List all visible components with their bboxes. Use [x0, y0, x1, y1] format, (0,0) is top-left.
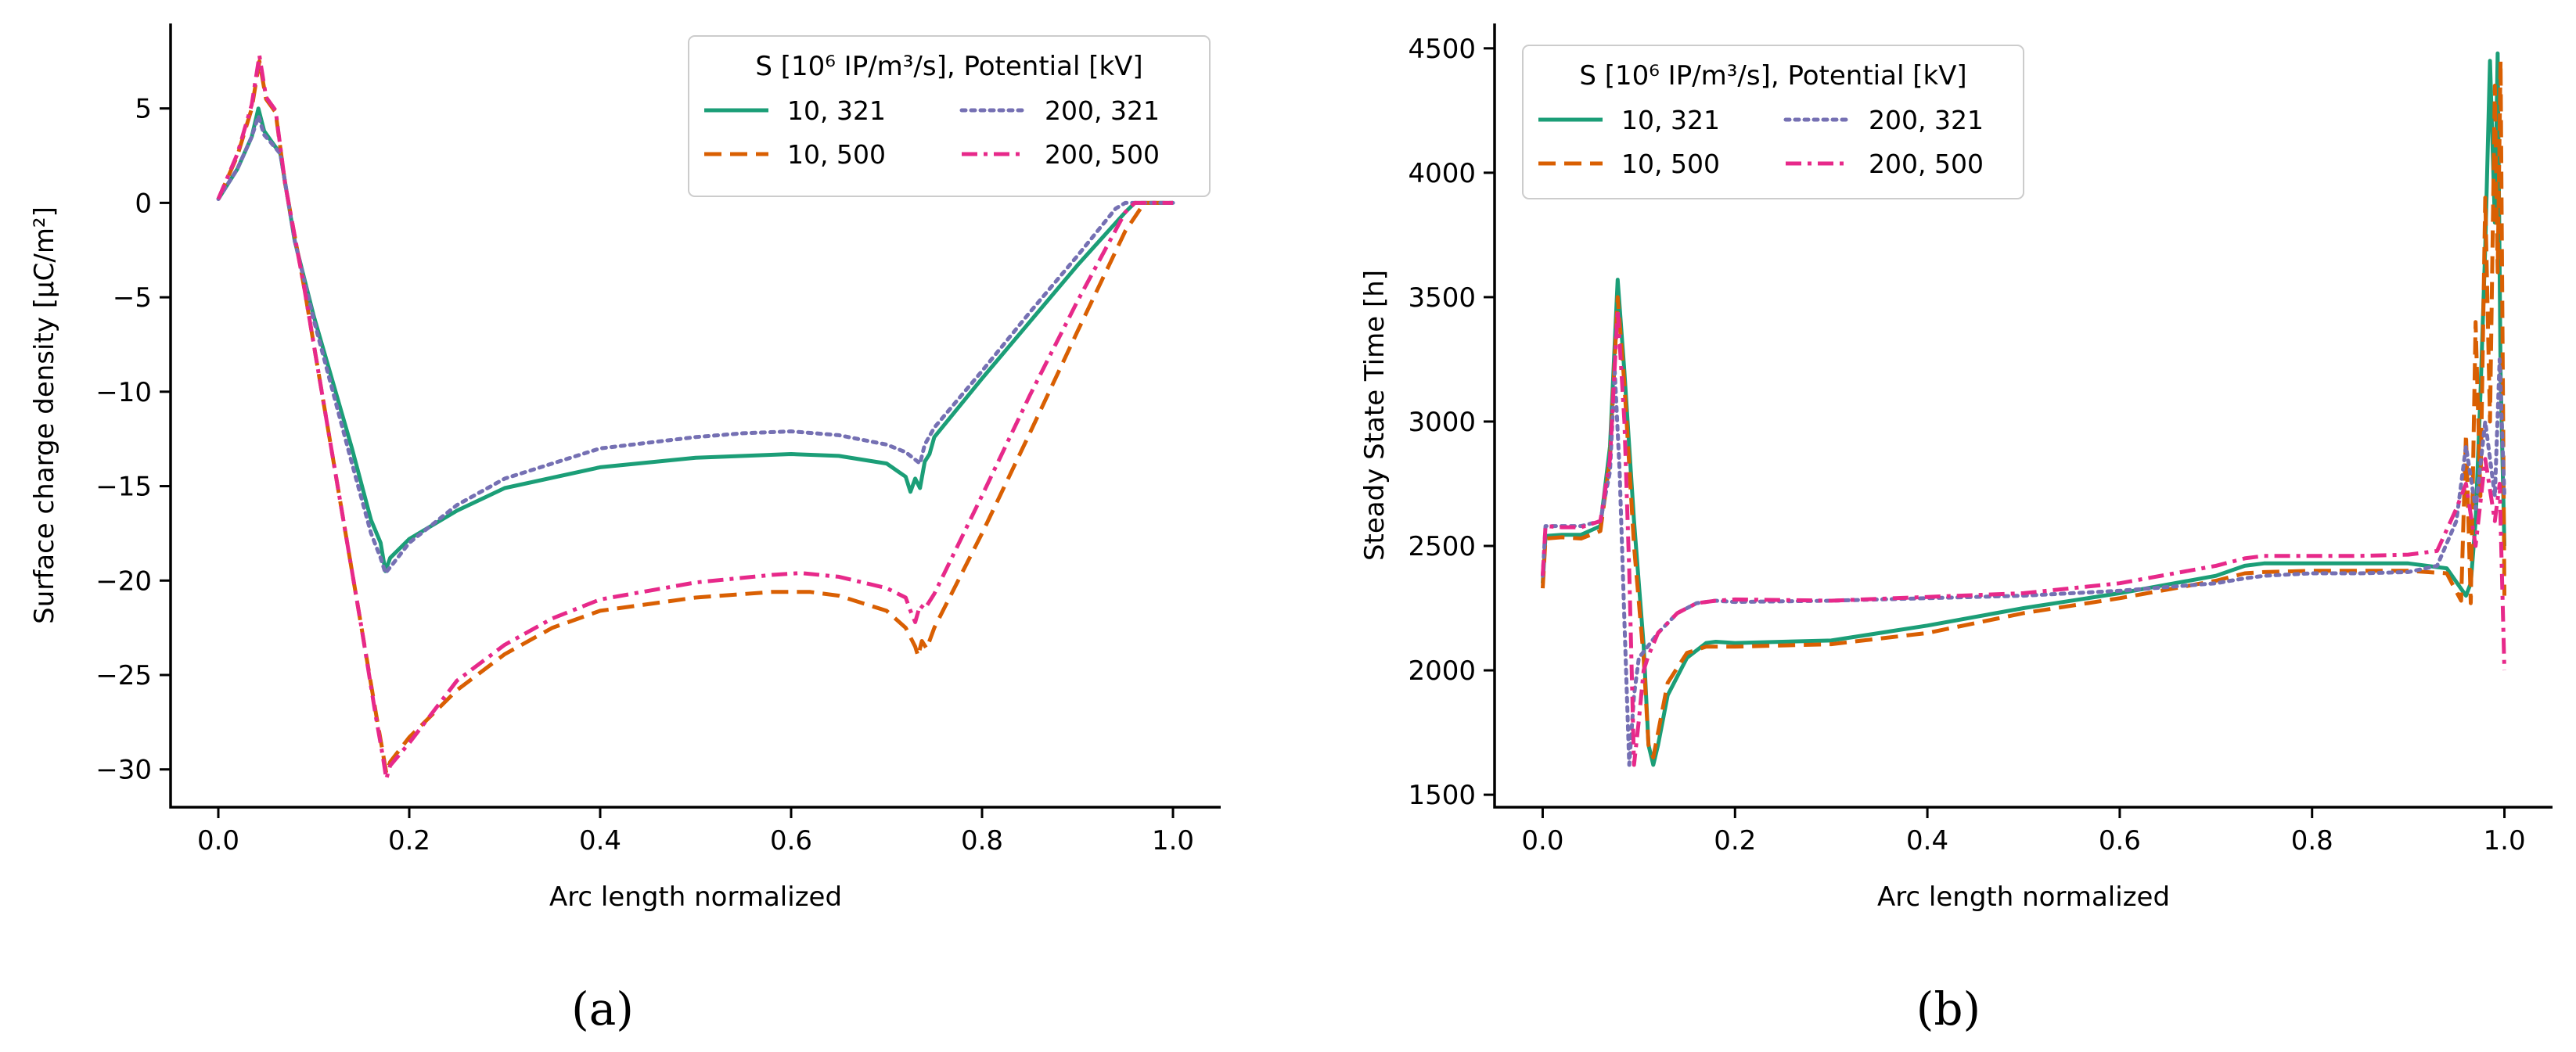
legend-box-b	[1522, 45, 2024, 199]
legend-label: 10, 500	[787, 139, 886, 170]
y-tick-label: 2500	[1408, 531, 1476, 562]
y-tick-label: 4500	[1408, 34, 1476, 65]
series-line-200-500	[1541, 307, 2506, 767]
y-tick-label: −20	[95, 565, 152, 597]
panel-label-b: (b)	[1916, 982, 1981, 1036]
x-axis-title-b: Arc length normalized	[1877, 881, 2170, 913]
x-ticks-b: 0.0 0.2 0.4 0.6 0.8 1.0	[1521, 807, 2526, 856]
x-tick-label: 1.0	[1152, 825, 1194, 856]
y-tick-label: 5	[135, 94, 152, 125]
y-tick-label: −10	[95, 377, 152, 408]
series-line-200-500	[216, 53, 1173, 781]
y-ticks-b: 4500 4000 3500 3000 2500 2000 1500	[1408, 34, 1495, 811]
legend-label: 200, 500	[1869, 149, 1984, 179]
plot-area-a	[216, 53, 1175, 781]
x-tick-label: 0.2	[1714, 825, 1756, 856]
y-ticks-a: 5 0 −5 −10 −15 −20 −25 −30	[95, 94, 171, 786]
x-axis-title-a: Arc length normalized	[549, 881, 842, 913]
y-tick-label: −5	[113, 282, 152, 314]
y-tick-label: 1500	[1408, 780, 1476, 811]
legend-a: S [10⁶ IP/m³/s], Potential [kV] 10, 3211…	[688, 35, 1211, 197]
y-tick-label: −30	[95, 755, 152, 786]
x-tick-label: 0.0	[197, 825, 239, 856]
series-line-10-321	[1541, 51, 2506, 767]
legend-label: 200, 321	[1045, 95, 1160, 126]
legend-label: 200, 500	[1045, 139, 1160, 170]
legend-title-b: S [10⁶ IP/m³/s], Potential [kV]	[1579, 60, 1966, 92]
axes-b	[1493, 23, 2553, 809]
x-tick-label: 0.6	[2099, 825, 2141, 856]
x-ticks-a: 0.0 0.2 0.4 0.6 0.8 1.0	[197, 807, 1194, 856]
x-tick-label: 0.8	[961, 825, 1003, 856]
chart-panel-b: 0.0 0.2 0.4 0.6 0.8 1.0 4500 4000 3500 3000 2500 2…	[1359, 23, 2553, 1036]
series-line-10-500	[1541, 59, 2506, 759]
y-axis-title-a: Surface charge density [μC/m²]	[29, 206, 60, 624]
x-tick-label: 1.0	[2484, 825, 2526, 856]
y-tick-label: −15	[95, 472, 152, 503]
series-line-200-321	[216, 113, 1175, 576]
plot-area-b	[1541, 51, 2506, 767]
legend-label: 10, 500	[1621, 149, 1720, 179]
panel-label-a: (a)	[571, 982, 634, 1036]
legend-label: 10, 321	[1621, 105, 1720, 135]
legend-items-b: 10, 321 10, 500 200, 321 200, 500	[1538, 105, 1984, 179]
y-tick-label: 0	[135, 188, 152, 219]
legend-box-a	[688, 35, 1211, 197]
x-tick-label: 0.0	[1521, 825, 1563, 856]
y-tick-label: 4000	[1408, 158, 1476, 189]
y-tick-label: 2000	[1408, 655, 1476, 687]
legend-items-a: 10, 321 10, 500 200, 321 200, 500	[704, 95, 1160, 170]
x-tick-label: 0.4	[579, 825, 621, 856]
y-tick-label: 3000	[1408, 407, 1476, 438]
axes-a	[169, 23, 1221, 809]
y-tick-label: 3500	[1408, 282, 1476, 314]
x-tick-label: 0.8	[2291, 825, 2333, 856]
x-tick-label: 0.4	[1906, 825, 1948, 856]
legend-label: 10, 321	[787, 95, 886, 126]
x-tick-label: 0.2	[388, 825, 430, 856]
chart-panel-a: 0.0 0.2 0.4 0.6 0.8 1.0 5 0 −5 −10 −15 −20 −25 −30 A…	[29, 23, 1221, 1036]
y-tick-label: −25	[95, 660, 152, 691]
legend-b: S [10⁶ IP/m³/s], Potential [kV] 10, 3211…	[1522, 45, 2024, 199]
x-tick-label: 0.6	[770, 825, 812, 856]
legend-label: 200, 321	[1869, 105, 1984, 135]
y-axis-title-b: Steady State Time [h]	[1359, 270, 1391, 561]
legend-title-a: S [10⁶ IP/m³/s], Potential [kV]	[755, 51, 1142, 82]
